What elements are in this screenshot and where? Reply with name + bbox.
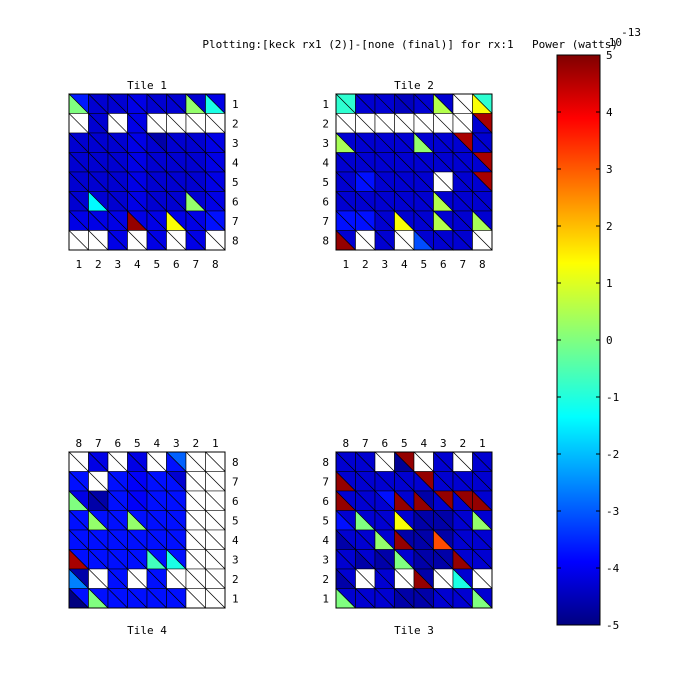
col-label: 8 — [75, 437, 82, 450]
col-label: 4 — [134, 258, 141, 271]
col-label: 1 — [342, 258, 349, 271]
row-label: 1 — [322, 98, 329, 111]
row-label: 4 — [232, 156, 239, 169]
tile-frame — [335, 93, 493, 251]
row-label: 7 — [322, 215, 329, 228]
colorbar-tick-label: -4 — [606, 562, 620, 575]
row-label: 5 — [322, 514, 329, 527]
col-label: 6 — [173, 258, 180, 271]
col-label: 3 — [114, 258, 121, 271]
col-label: 3 — [381, 258, 388, 271]
col-label: 3 — [440, 437, 447, 450]
col-label: 7 — [95, 437, 102, 450]
row-label: 4 — [322, 534, 329, 547]
row-label: 2 — [322, 117, 329, 130]
row-label: 3 — [232, 137, 239, 150]
row-label: 4 — [322, 156, 329, 169]
col-label: 6 — [381, 437, 388, 450]
row-label: 1 — [232, 592, 239, 605]
row-label: 6 — [232, 195, 239, 208]
col-label: 6 — [114, 437, 121, 450]
col-label: 4 — [153, 437, 160, 450]
col-label: 7 — [192, 258, 199, 271]
colorbar-tick-label: 3 — [606, 163, 613, 176]
row-label: 6 — [322, 195, 329, 208]
row-label: 3 — [322, 137, 329, 150]
colorbar-tick-label: 4 — [606, 106, 613, 119]
colorbar-exponent-power: -13 — [621, 26, 641, 39]
colorbar-tick-label: 0 — [606, 334, 613, 347]
colorbar-bar — [556, 54, 601, 626]
row-label: 2 — [232, 117, 239, 130]
col-label: 5 — [134, 437, 141, 450]
col-label: 8 — [479, 258, 486, 271]
colorbar-label: Power (watts) — [532, 38, 618, 51]
col-label: 5 — [153, 258, 160, 271]
colorbar-tick-label: 1 — [606, 277, 613, 290]
row-label: 3 — [322, 553, 329, 566]
colorbar-tick-label: 2 — [606, 220, 613, 233]
row-label: 3 — [232, 553, 239, 566]
tile-title: Tile 1 — [127, 79, 167, 92]
figure-title: Plotting:[keck rx1 (2)]-[none (final)] f… — [202, 38, 513, 51]
row-label: 2 — [232, 573, 239, 586]
col-label: 3 — [173, 437, 180, 450]
col-label: 5 — [401, 437, 408, 450]
row-label: 8 — [322, 456, 329, 469]
col-label: 7 — [459, 258, 466, 271]
row-label: 6 — [322, 495, 329, 508]
row-label: 5 — [232, 176, 239, 189]
row-label: 7 — [322, 475, 329, 488]
col-label: 8 — [342, 437, 349, 450]
colorbar-tick-label: -2 — [606, 448, 619, 461]
row-label: 7 — [232, 215, 239, 228]
tile-title: Tile 3 — [394, 624, 434, 637]
row-label: 5 — [232, 514, 239, 527]
col-label: 4 — [420, 437, 427, 450]
col-label: 5 — [420, 258, 427, 271]
colorbar-tick-label: -3 — [606, 505, 619, 518]
tile-frame — [68, 451, 226, 609]
row-label: 8 — [232, 456, 239, 469]
col-label: 6 — [440, 258, 447, 271]
row-label: 8 — [232, 234, 239, 247]
col-label: 2 — [192, 437, 199, 450]
col-label: 1 — [75, 258, 82, 271]
col-label: 7 — [362, 437, 369, 450]
col-label: 1 — [479, 437, 486, 450]
colorbar-exponent-base: 10 — [609, 36, 622, 49]
row-label: 6 — [232, 495, 239, 508]
col-label: 2 — [362, 258, 369, 271]
row-label: 5 — [322, 176, 329, 189]
col-label: 2 — [95, 258, 102, 271]
row-label: 2 — [322, 573, 329, 586]
col-label: 4 — [401, 258, 408, 271]
col-label: 1 — [212, 437, 219, 450]
colorbar-tick-label: 5 — [606, 49, 613, 62]
colorbar-tick-label: -5 — [606, 619, 619, 632]
row-label: 1 — [232, 98, 239, 111]
row-label: 7 — [232, 475, 239, 488]
row-label: 4 — [232, 534, 239, 547]
colorbar-tick-label: -1 — [606, 391, 619, 404]
row-label: 8 — [322, 234, 329, 247]
colorbar-ticks: 5 4 3 2 1 0 -1 -2 -3 -4 -5 — [557, 49, 620, 632]
row-label: 1 — [322, 592, 329, 605]
tile-frame — [335, 451, 493, 609]
col-label: 2 — [459, 437, 466, 450]
col-label: 8 — [212, 258, 219, 271]
tile-title: Tile 2 — [394, 79, 434, 92]
tile-frame — [68, 93, 226, 251]
tile-title: Tile 4 — [127, 624, 167, 637]
